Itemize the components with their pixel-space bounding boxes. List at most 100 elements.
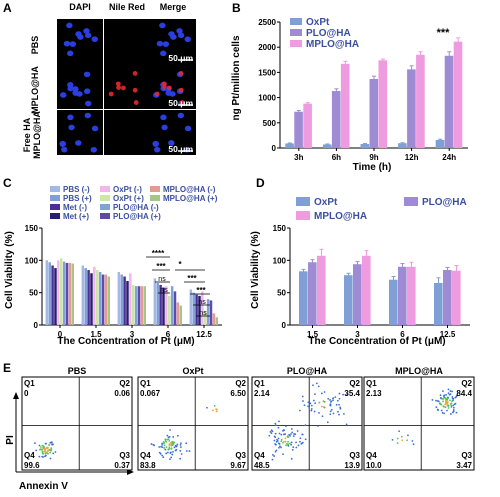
event-dot [274,422,277,425]
event-dot [339,407,342,410]
nucleus-dot [176,28,183,34]
nucleus-dot [67,85,74,92]
event-dot [48,444,51,446]
quadrant-q3-label: Q3 [349,451,360,460]
bar [444,55,454,148]
x-tick-label: 3h [294,153,303,162]
event-dot [271,453,274,456]
event-dot [431,399,434,401]
event-dot [439,396,442,399]
chart-b: 0 500 1000 1500 2000 2500 3h 6h 9h 12h 24h OxPtPLO@… [258,17,468,162]
nucleus-dot [90,146,97,153]
x-tick-label: 24h [442,153,456,162]
event-dot [206,406,208,409]
bar [143,286,146,325]
bar [54,268,57,325]
event-dot [50,441,53,443]
x-tick-label: 1.5 [307,330,319,339]
legend-label: Met (+) [63,212,89,221]
nucleus-dot [72,86,79,92]
event-dot [330,401,332,403]
event-dot [391,438,394,441]
quadrant-q2-value: 35.4 [344,389,360,398]
y-tick-label: 100 [25,256,39,265]
event-dot [269,430,272,433]
micro-tile-r3-c1 [57,110,103,155]
quadrant-q2-label: Q2 [349,379,360,388]
sig-c-7: *** [196,286,206,295]
event-dot [166,451,169,454]
event-dot [398,430,401,433]
bar [173,291,177,325]
y-tick-label: 2500 [258,18,276,27]
event-dot [317,425,319,427]
bar [452,270,461,325]
event-dot [336,399,339,402]
micro-tile-r2-c1 [57,64,103,109]
column-header-merge: Merge [160,2,187,12]
legend-swatch [404,197,418,206]
event-dot [158,446,161,448]
event-dot [295,446,298,449]
event-dot [308,406,311,409]
event-dot [290,428,293,430]
sig-c-5: * [178,260,182,269]
sig-c-1: **** [152,249,165,258]
event-dot [287,440,289,443]
legend-label: MPLO@HA [306,39,359,50]
chart-c-xlabel: The Concentration of Pt (μM) [57,336,194,347]
event-dot [270,429,273,432]
nucleus-dot [63,40,71,47]
legend-label: PLO@HA [422,197,467,208]
event-dot [294,433,297,436]
event-dot [286,436,289,438]
chart-c-ylabel: Cell Viability (%) [4,231,15,309]
event-dot [323,391,326,393]
event-dot [332,397,335,400]
bar [107,276,110,325]
event-dot [342,393,345,396]
flow-plot-frame [363,376,475,471]
legend-label: OxPt (-) [113,185,142,194]
quadrant-q1-value: 2.14 [254,389,270,398]
event-dot [304,438,307,441]
event-dot [169,458,171,461]
quadrant-q4-value: 10.0 [366,461,382,470]
event-dot [170,456,173,459]
legend-swatch [100,186,110,192]
bar [360,143,370,148]
micro-tile-background [150,64,196,109]
nucleus-dot [60,92,67,98]
event-dot [161,446,164,449]
bar [165,286,168,325]
nucleus-dot [66,22,73,29]
event-dot [49,451,51,454]
event-dot [450,405,453,408]
bar [117,271,121,325]
event-dot [175,445,178,448]
legend-label: OxPt [314,197,338,208]
lipid-dot [167,85,172,91]
nucleus-dot [170,34,177,40]
bar [322,144,332,148]
legend-swatch [296,211,310,220]
nucleus-dot [75,140,82,146]
legend-swatch [50,204,60,210]
bar [129,273,132,325]
quadrant-q3-value: 13.9 [344,461,360,470]
event-dot [439,402,442,405]
bar [299,271,308,325]
event-dot [50,449,52,452]
y-tick-label: 1000 [258,94,276,103]
nucleus-dot [160,114,167,121]
event-dot [150,443,153,445]
event-dot [38,448,41,451]
event-dot [445,393,448,396]
quadrant-q1-label: Q1 [366,379,377,388]
event-dot [168,439,171,442]
nucleus-dot [84,32,92,39]
event-dot [346,393,349,396]
bar [340,63,350,148]
event-dot [301,395,304,398]
legend-label: OxPt (+) [113,194,144,203]
